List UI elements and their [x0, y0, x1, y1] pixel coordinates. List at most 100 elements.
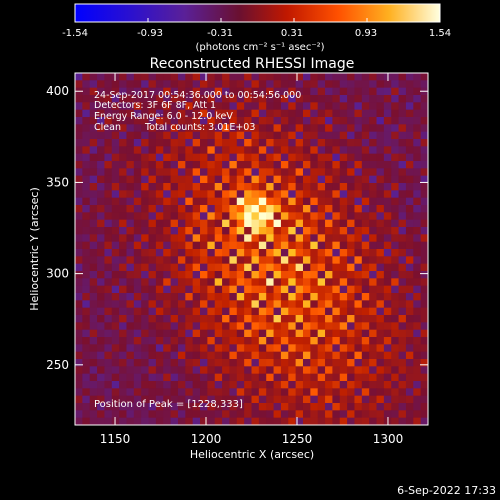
- heatmap-cell: [405, 183, 414, 191]
- heatmap-cell: [332, 329, 341, 338]
- heatmap-cell: [413, 205, 422, 213]
- heatmap-cell: [405, 241, 414, 250]
- heatmap-cell: [97, 205, 106, 213]
- heatmap-cell: [192, 359, 201, 367]
- heatmap-cell: [141, 87, 150, 96]
- heatmap-cell: [347, 278, 356, 287]
- heatmap-cell: [141, 131, 150, 140]
- heatmap-cell: [222, 285, 231, 294]
- heatmap-cell: [97, 359, 106, 367]
- heatmap-cell: [75, 205, 83, 213]
- heatmap-cell: [192, 263, 201, 272]
- heatmap-cell: [251, 183, 260, 191]
- heatmap-cell: [258, 344, 267, 353]
- heatmap-cell: [155, 271, 164, 279]
- heatmap-cell: [266, 410, 275, 419]
- heatmap-cell: [280, 263, 289, 272]
- heatmap-cell: [288, 329, 297, 338]
- heatmap-cell: [347, 190, 356, 199]
- heatmap-cell: [185, 212, 194, 221]
- heatmap-cell: [347, 168, 356, 177]
- heatmap-cell: [266, 366, 275, 375]
- heatmap-cell: [391, 102, 400, 111]
- heatmap-cell: [133, 190, 142, 199]
- heatmap-cell: [207, 395, 216, 404]
- heatmap-cell: [347, 403, 356, 411]
- heatmap-cell: [155, 256, 164, 265]
- heatmap-cell: [97, 300, 106, 309]
- heatmap-cell: [119, 329, 128, 338]
- heatmap-cell: [163, 124, 172, 133]
- heatmap-cell: [391, 278, 400, 287]
- heatmap-cell: [244, 403, 253, 411]
- heatmap-cell: [288, 153, 297, 162]
- heatmap-cell: [295, 307, 304, 316]
- heatmap-cell: [214, 87, 223, 96]
- heatmap-cell: [339, 249, 348, 257]
- heatmap-cell: [302, 95, 311, 103]
- heatmap-cell: [207, 175, 216, 184]
- heatmap-cell: [339, 73, 348, 81]
- heatmap-cell: [185, 329, 194, 338]
- heatmap-cell: [111, 87, 120, 96]
- heatmap-cell: [207, 146, 216, 155]
- heatmap-cell: [155, 263, 164, 272]
- heatmap-cell: [273, 183, 282, 191]
- heatmap-cell: [89, 249, 98, 257]
- heatmap-cell: [141, 403, 150, 411]
- heatmap-cell: [170, 183, 179, 191]
- heatmap-cell: [361, 278, 370, 287]
- heatmap-cell: [200, 263, 208, 272]
- heatmap-cell: [236, 263, 245, 272]
- heatmap-cell: [192, 249, 201, 257]
- heatmap-cell: [133, 249, 142, 257]
- heatmap-cell: [163, 117, 172, 125]
- heatmap-cell: [141, 73, 150, 81]
- heatmap-cell: [391, 161, 400, 169]
- heatmap-cell: [383, 124, 392, 133]
- heatmap-cell: [354, 212, 363, 221]
- heatmap-cell: [155, 109, 164, 118]
- heatmap-cell: [325, 351, 333, 360]
- heatmap-cells: [75, 73, 428, 425]
- heatmap-cell: [229, 73, 238, 81]
- heatmap-cell: [207, 359, 216, 367]
- heatmap-cell: [97, 95, 106, 103]
- heatmap-cell: [405, 146, 414, 155]
- heatmap-cell: [244, 212, 253, 221]
- heatmap-cell: [383, 395, 392, 404]
- heatmap-cell: [354, 139, 363, 147]
- heatmap-cell: [391, 322, 400, 331]
- heatmap-cell: [280, 388, 289, 397]
- heatmap-cell: [163, 197, 172, 206]
- colorbar-tick-label: -1.54: [62, 28, 88, 39]
- heatmap-cell: [391, 388, 400, 397]
- heatmap-cell: [258, 300, 267, 309]
- heatmap-cell: [405, 95, 414, 103]
- heatmap-cell: [266, 87, 275, 96]
- heatmap-cell: [258, 293, 267, 301]
- heatmap-cell: [155, 139, 164, 147]
- heatmap-cell: [75, 329, 83, 338]
- heatmap-cell: [383, 131, 392, 140]
- heatmap-cell: [155, 131, 164, 140]
- heatmap-cell: [200, 227, 208, 235]
- heatmap-cell: [398, 337, 407, 345]
- heatmap-cell: [119, 212, 128, 221]
- heatmap-cell: [185, 161, 194, 169]
- heatmap-cell: [354, 351, 363, 360]
- heatmap-cell: [295, 249, 304, 257]
- heatmap-cell: [258, 315, 267, 323]
- heatmap-cell: [273, 219, 282, 228]
- heatmap-cell: [302, 359, 311, 367]
- heatmap-cell: [295, 417, 304, 425]
- plot-frame: [74, 72, 429, 426]
- heatmap-cell: [207, 256, 216, 265]
- heatmap-cell: [376, 249, 385, 257]
- heatmap-cell: [369, 197, 378, 206]
- heatmap-cell: [89, 80, 98, 89]
- heatmap-cell: [185, 381, 194, 389]
- heatmap-cell: [155, 124, 164, 133]
- heatmap-cell: [163, 249, 172, 257]
- heatmap-cell: [405, 410, 414, 419]
